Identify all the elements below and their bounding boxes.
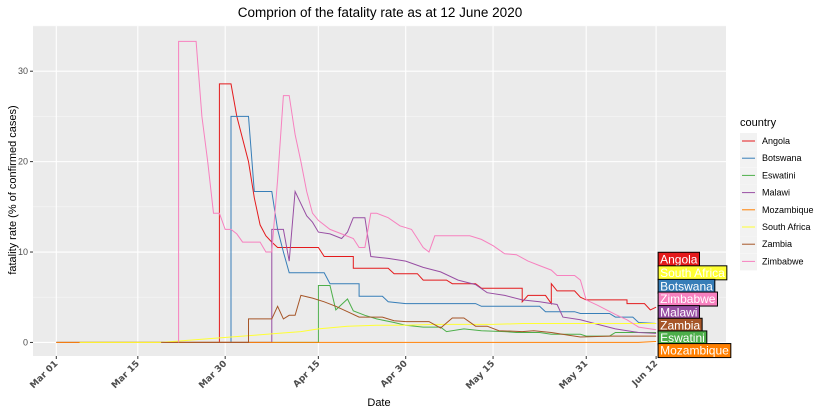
legend: country Angola Botswana Eswatini Malawi Moza… [740, 117, 814, 271]
svg-text:Zimbabwe: Zimbabwe [762, 256, 804, 266]
svg-text:Eswatini: Eswatini [762, 170, 796, 180]
legend-item-south-africa: South Africa [740, 219, 811, 236]
end-label-mozambique: Mozambique [657, 343, 732, 359]
end-label-zimbabwe: Zimbabwe [657, 291, 718, 307]
end-label-south-africa: South Africa [657, 265, 728, 281]
svg-text:South Africa: South Africa [660, 266, 725, 280]
svg-text:Angola: Angola [762, 136, 790, 146]
y-axis: 0 10 20 30 [18, 66, 33, 347]
y-tick-label: 10 [18, 247, 28, 257]
svg-text:South Africa: South Africa [762, 222, 811, 232]
y-axis-title: fatality rate (% of confirmed cases) [7, 105, 19, 274]
end-label-botswana: Botswana [657, 278, 716, 294]
y-tick-label: 20 [18, 157, 28, 167]
end-label-malawi: Malawi [657, 305, 700, 321]
legend-title: country [740, 117, 777, 129]
chart-title: Comprion of the fatality rate as at 12 J… [238, 5, 522, 20]
svg-text:Malawi: Malawi [660, 306, 697, 320]
svg-text:Mozambique: Mozambique [762, 205, 814, 215]
y-tick-label: 0 [23, 337, 28, 347]
x-tick-label: Mar 01 [28, 359, 60, 391]
legend-item-zambia: Zambia [740, 236, 792, 254]
x-axis: Mar 01 Mar 15 Mar 30 Apr 15 Apr 30 May 15 May … [28, 356, 660, 392]
series-line-malawi [56, 189, 657, 343]
end-label-eswatini: Eswatini [657, 330, 708, 346]
svg-text:Zimbabwe: Zimbabwe [660, 292, 716, 306]
legend-item-mozambique: Mozambique [740, 201, 814, 219]
x-tick-label: Mar 15 [110, 359, 142, 391]
end-label-angola: Angola [657, 251, 700, 267]
svg-text:Malawi: Malawi [762, 188, 790, 198]
svg-text:Mozambique: Mozambique [660, 344, 729, 358]
plot-panel [33, 26, 726, 356]
x-tick-label: May 15 [464, 359, 497, 392]
legend-item-malawi: Malawi [740, 184, 790, 202]
svg-text:Zambia: Zambia [762, 239, 792, 249]
x-axis-title: Date [367, 397, 390, 409]
legend-item-botswana: Botswana [740, 150, 802, 168]
series-line-angola [218, 83, 657, 343]
svg-text:Botswana: Botswana [762, 153, 802, 163]
end-label-zambia: Zambia [657, 317, 703, 333]
series-line-mozambique [56, 341, 657, 343]
legend-item-zimbabwe: Zimbabwe [740, 253, 804, 271]
x-tick-label: Mar 30 [197, 359, 229, 391]
x-tick-label: Jun 12 [630, 359, 660, 389]
svg-text:Eswatini: Eswatini [660, 331, 705, 345]
svg-text:Zambia: Zambia [660, 318, 700, 332]
svg-text:Angola: Angola [660, 252, 698, 266]
series-line-eswatini [56, 285, 657, 343]
x-tick-label: Apr 15 [292, 359, 323, 390]
series-line-zambia [161, 294, 657, 343]
legend-item-eswatini: Eswatini [740, 167, 796, 185]
svg-text:Botswana: Botswana [660, 279, 713, 293]
x-tick-label: May 31 [558, 359, 591, 392]
y-tick-label: 30 [18, 66, 28, 76]
legend-item-angola: Angola [740, 133, 790, 150]
series-layer [56, 40, 657, 343]
series-line-zimbabwe [178, 40, 657, 343]
series-line-south-africa [79, 323, 657, 343]
x-tick-label: Apr 30 [379, 359, 410, 390]
series-line-botswana [230, 115, 657, 343]
